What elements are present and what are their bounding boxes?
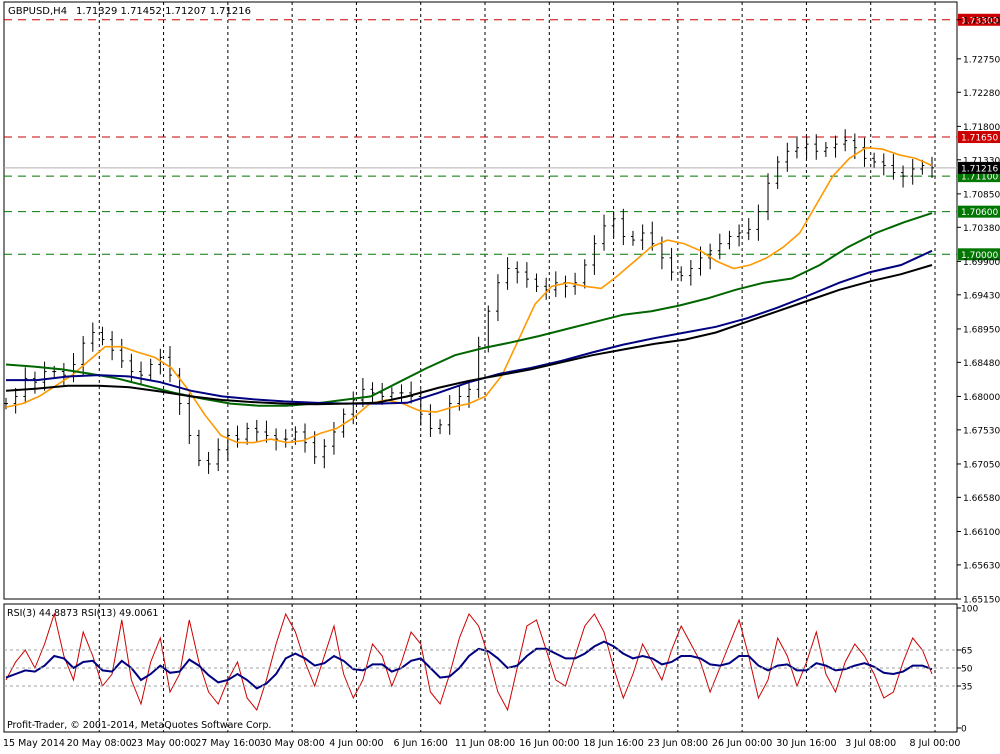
price-tick-label: 1.70380 [963,224,1000,234]
ohlc-readout: 1.71329 1.71452 1.71207 1.71216 [76,6,251,17]
level-tag-label: 1.70000 [961,251,998,261]
moving-averages [5,146,933,444]
level-tag-label: 1.71100 [961,173,998,183]
price-tick-label: 1.73300 [963,16,1000,26]
rsi-slow-line [5,640,933,690]
time-tick-label: 4 Jun 00:00 [329,738,383,749]
rsi-lines [5,612,933,712]
price-tick-label: 1.70850 [963,190,1000,200]
time-tick-label: 18 Jun 16:00 [583,738,643,749]
current-price-label: 1.71216 [961,164,998,174]
level-tag [958,205,1000,218]
price-tick-label: 1.65630 [963,561,1000,571]
price-tick-label: 1.69900 [963,258,1000,268]
time-tick-label: 27 May 16:00 [195,738,260,749]
time-tick-label: 26 Jun 00:00 [712,738,772,749]
price-tick-label: 1.71330 [963,156,1000,166]
moving-average-line [6,249,933,405]
time-axis: 15 May 2014 20 May 08:00 23 May 00:00 27 Ma… [3,738,960,749]
time-tick-label: 6 Jun 16:00 [394,738,448,749]
price-tick-label: 1.66580 [963,494,1000,504]
level-tag [958,248,1000,261]
price-tick-label: 1.71800 [963,123,1000,133]
time-tick-label: 23 May 00:00 [131,738,196,749]
time-tick-label: 15 May 2014 [3,738,65,749]
current-price-tag [958,161,1000,174]
price-tick-label: 1.65150 [963,596,1000,606]
moving-average-line [5,146,933,444]
rsi-label: RSI(3) 44.8873 RSI(13) 49.0061 [7,608,158,619]
price-tick-label: 1.69430 [963,291,1000,301]
price-tick-label: 1.68480 [963,359,1000,369]
time-tick-label: 8 Jul 00:00 [910,738,961,749]
price-tick-label: 1.67530 [963,426,1000,436]
level-tag [958,13,1000,26]
rsi-axis: 100 65 50 35 0 [4,605,978,735]
level-tag-label: 1.70600 [961,208,998,218]
chart-header: GBPUSD,H4 [8,6,67,17]
price-tick-label: 1.66100 [963,528,1000,538]
price-tick-label: 1.67050 [963,460,1000,470]
moving-average-line [5,212,933,407]
rsi-tick-label: 65 [961,647,972,657]
horizontal-levels: 1.73300 1.71650 1.71100 1.70600 1.70000 1.712… [4,13,1000,261]
moving-average-line [5,264,933,406]
copyright-text: Profit-Trader, © 2001-2014, MetaQuotes S… [7,720,271,731]
time-tick-label: 16 Jun 00:00 [519,738,579,749]
price-tick-label: 1.68000 [963,393,1000,403]
price-bars [4,129,934,474]
time-tick-label: 11 Jun 08:00 [455,738,515,749]
rsi-tick-label: 0 [961,725,967,735]
level-tag-label: 1.71650 [961,134,998,144]
price-pane[interactable] [3,1,958,600]
time-tick-label: 3 Jul 08:00 [845,738,896,749]
time-tick-label: 23 Jun 08:00 [648,738,708,749]
price-tick-label: 1.68950 [963,325,1000,335]
price-tick-label: 1.72280 [963,89,1000,99]
rsi-tick-label: 50 [961,665,973,675]
time-tick-label: 30 Jun 16:00 [776,738,836,749]
rsi-tick-label: 35 [961,683,972,693]
level-tag-label: 1.73300 [961,16,998,26]
level-tag [958,131,1000,144]
price-tick-label: 1.72750 [963,55,1000,65]
price-axis: 1.73300 1.72750 1.72280 1.71800 1.71330 1.708… [957,16,1000,606]
time-tick-label: 20 May 08:00 [67,738,132,749]
rsi-fast-line [5,612,933,712]
rsi-tick-label: 100 [961,605,978,615]
time-tick-label: 30 May 08:00 [260,738,325,749]
